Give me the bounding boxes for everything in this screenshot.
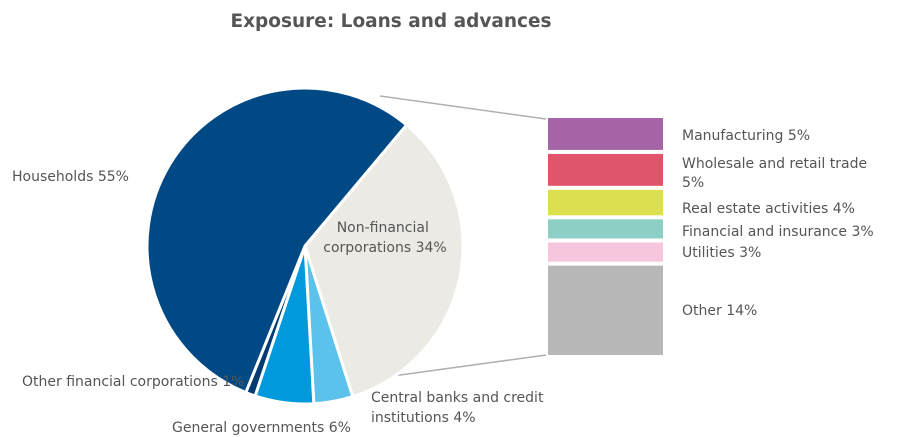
bar-segment-wholesale-and-retail-trade xyxy=(548,153,663,186)
bar-label-financial-and-insurance: Financial and insurance 3% xyxy=(682,224,874,240)
slice-label-central-banks-line1: Central banks and credit xyxy=(371,390,544,406)
connector-line-top xyxy=(379,95,547,120)
chart-title: Exposure: Loans and advances xyxy=(230,11,551,32)
slice-label-non-financial-corporations-line2: corporations 34% xyxy=(323,240,446,256)
bar-label-other: Other 14% xyxy=(682,303,757,319)
breakdown-bar xyxy=(548,118,663,355)
pie-slice-non-financial-corporations xyxy=(303,123,465,399)
slice-label-non-financial-corporations: Non-financial corporations 34% xyxy=(323,220,446,256)
bar-label-manufacturing: Manufacturing 5% xyxy=(682,128,810,144)
bar-segment-utilities xyxy=(548,242,663,262)
connector-lines xyxy=(377,95,547,379)
bar-label-wholesale-and-retail-trade: Wholesale and retail trade 5% xyxy=(682,156,872,191)
connector-line-bottom xyxy=(377,354,547,379)
bar-segment-manufacturing xyxy=(548,118,663,150)
bar-label-wholesale-line1: Wholesale and retail trade xyxy=(682,156,867,172)
pie xyxy=(145,86,465,406)
bar-segment-financial-and-insurance xyxy=(548,219,663,239)
bar-label-wholesale-line2: 5% xyxy=(682,175,704,191)
slice-label-non-financial-corporations-line1: Non-financial xyxy=(337,220,429,236)
slice-label-general-governments: General governments 6% xyxy=(172,420,351,436)
slice-label-central-banks-line2: institutions 4% xyxy=(371,410,476,426)
slice-label-households: Households 55% xyxy=(12,169,129,185)
bar-segment-real-estate-activities xyxy=(548,189,663,216)
slice-label-central-banks: Central banks and credit institutions 4% xyxy=(371,390,548,426)
bar-label-real-estate-activities: Real estate activities 4% xyxy=(682,201,855,217)
bar-segment-other xyxy=(548,265,663,355)
bar-label-utilities: Utilities 3% xyxy=(682,245,761,261)
pie-slice-households xyxy=(145,86,409,394)
slice-label-other-financial-corporations: Other financial corporations 1% xyxy=(22,374,244,390)
